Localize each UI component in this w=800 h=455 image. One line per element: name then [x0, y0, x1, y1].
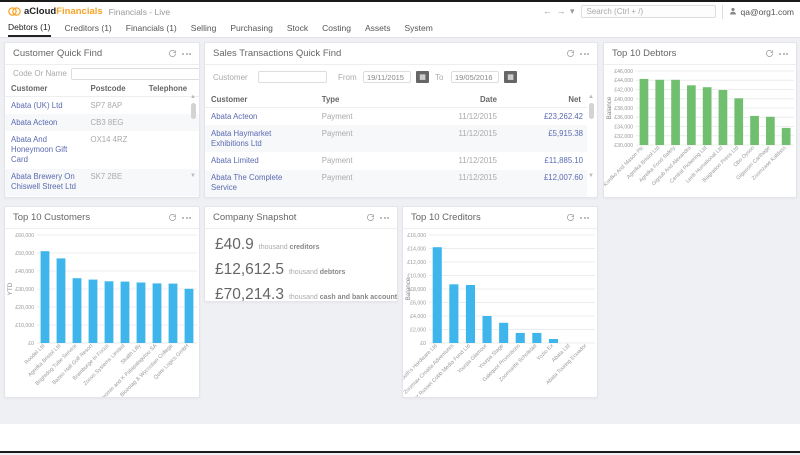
- svg-text:£0: £0: [420, 341, 426, 347]
- svg-text:£36,000: £36,000: [614, 115, 633, 121]
- svg-text:£44,000: £44,000: [614, 78, 633, 84]
- svg-text:£46,000: £46,000: [614, 69, 633, 75]
- svg-text:£40,000: £40,000: [15, 269, 34, 275]
- svg-text:Balance: Balance: [405, 277, 412, 300]
- svg-text:£50,000: £50,000: [15, 251, 34, 257]
- svg-text:£38,000: £38,000: [614, 106, 633, 112]
- svg-text:YTD: YTD: [7, 282, 14, 295]
- svg-text:£34,000: £34,000: [614, 125, 633, 131]
- svg-text:£16,000: £16,000: [407, 233, 426, 239]
- svg-text:£10,000: £10,000: [15, 323, 34, 329]
- svg-text:£30,000: £30,000: [614, 143, 633, 149]
- svg-text:£12,000: £12,000: [407, 260, 426, 266]
- svg-text:£8,000: £8,000: [410, 287, 426, 293]
- svg-text:£14,000: £14,000: [407, 247, 426, 253]
- svg-text:£6,000: £6,000: [410, 301, 426, 307]
- svg-text:£4,000: £4,000: [410, 314, 426, 320]
- svg-text:£40,000: £40,000: [614, 97, 633, 103]
- svg-text:£0: £0: [28, 341, 34, 347]
- svg-text:£2,000: £2,000: [410, 328, 426, 334]
- svg-text:£30,000: £30,000: [15, 287, 34, 293]
- svg-text:£42,000: £42,000: [614, 88, 633, 94]
- svg-text:Balance: Balance: [606, 96, 613, 119]
- svg-text:£32,000: £32,000: [614, 134, 633, 140]
- svg-text:£60,000: £60,000: [15, 233, 34, 239]
- svg-text:£20,000: £20,000: [15, 305, 34, 311]
